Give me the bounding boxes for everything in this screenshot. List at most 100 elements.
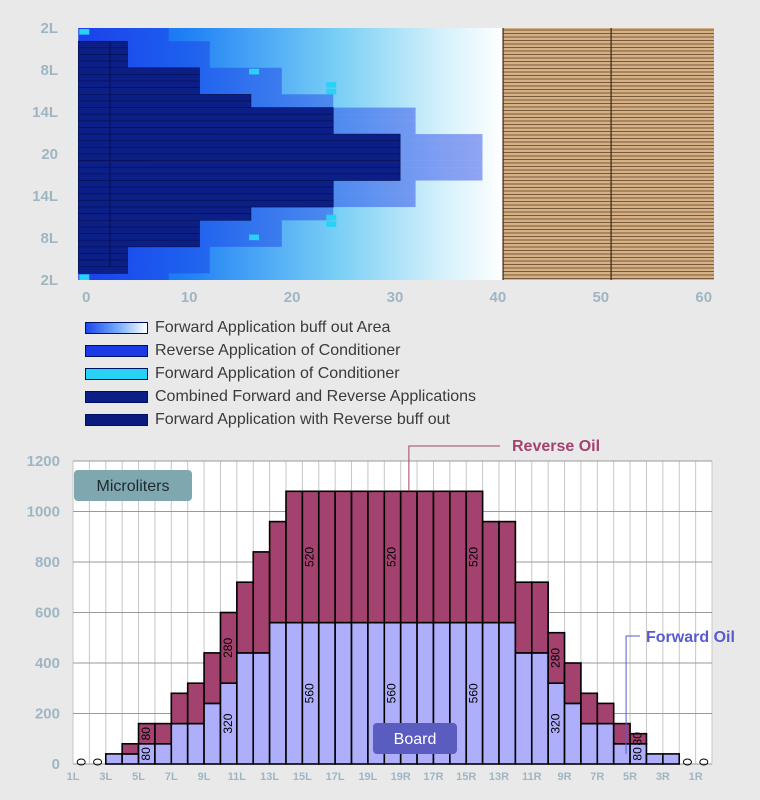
combined-application-row	[77, 140, 401, 148]
reverse-oil-bar	[514, 581, 533, 654]
zero-marker	[699, 758, 709, 766]
legend-swatch	[85, 344, 148, 357]
combined-application-row	[77, 180, 334, 188]
x-tick-label: 19R	[391, 771, 411, 783]
combined-application-row	[77, 233, 200, 241]
reverse-conditioner-band	[78, 260, 210, 267]
bar-data-label: 80	[139, 727, 153, 741]
reverse-conditioner-band	[78, 41, 210, 48]
x-tick-label: 60	[695, 289, 712, 306]
y-tick-label: 8L	[40, 62, 58, 79]
reverse-oil-pointer-line	[408, 445, 500, 492]
combined-application-row	[77, 200, 334, 208]
reverse-oil-bar	[285, 490, 304, 624]
forward-oil-bar	[514, 652, 533, 765]
forward-oil-bar	[170, 722, 189, 765]
forward-oil-bar	[449, 621, 468, 765]
combined-application-row	[77, 186, 334, 195]
reverse-oil-bar	[236, 581, 255, 654]
x-tick-label: 17L	[326, 771, 345, 783]
x-tick-label: 0	[82, 289, 90, 306]
bar-data-label: 520	[467, 547, 481, 567]
combined-application-row	[77, 206, 252, 214]
forward-oil-bar	[432, 621, 451, 765]
bar-annotations: Reverse Oil Forward Oil	[408, 438, 735, 754]
reverse-oil-bar	[121, 742, 140, 755]
forward-oil-annotation: Forward Oil	[646, 629, 735, 646]
zero-marker	[682, 758, 692, 766]
reverse-oil-bar	[432, 490, 451, 624]
y-tick-label: 2L	[40, 272, 58, 289]
bar-data-label: 80	[630, 747, 644, 761]
forward-oil-bar	[465, 621, 484, 765]
combined-application-row	[77, 266, 128, 274]
bar-data-label: 320	[549, 713, 563, 733]
legend-label: Forward Application buff out Area	[155, 318, 391, 336]
x-axis-title: Board	[394, 731, 437, 748]
y-tick-label: 600	[35, 605, 60, 622]
combined-application-row	[77, 100, 252, 108]
reverse-oil-bar	[367, 490, 386, 624]
bar-data-label: 280	[549, 648, 563, 668]
legend-label: Combined Forward and Reverse Application…	[155, 387, 477, 405]
legend-label: Reverse Application of Conditioner	[155, 341, 401, 359]
x-tick-label: 19L	[358, 771, 377, 783]
x-tick-label: 40	[490, 289, 507, 306]
legend-swatch	[85, 390, 148, 403]
y-tick-label: 2L	[40, 20, 58, 37]
forward-oil-bar	[580, 722, 599, 765]
heatmap-x-tick-labels: 0 10 20 30 40 50 60	[82, 289, 712, 306]
heatmap-y-tick-labels: 2L 8L 14L 20 14L 8L 2L	[32, 20, 58, 289]
application-heatmap-chart: 2L 8L 14L 20 14L 8L 2L 0 10 20 30 40 50 60	[32, 20, 714, 306]
bar-data-label: 560	[385, 683, 399, 703]
forward-oil-bar	[563, 702, 582, 765]
bar-data-label: 80	[139, 747, 153, 761]
reverse-conditioner-band	[78, 54, 210, 62]
forward-conditioner-mark	[249, 234, 260, 241]
forward-oil-bar	[645, 753, 664, 765]
forward-conditioner-mark	[249, 68, 260, 75]
y-tick-label: 20	[41, 146, 58, 163]
forward-oil-bar	[137, 742, 156, 765]
reverse-oil-bar	[563, 662, 582, 705]
legend-item: Forward Application with Reverse buff ou…	[85, 408, 476, 431]
reverse-conditioner-band	[78, 61, 210, 68]
y-tick-label: 14L	[32, 104, 58, 121]
reverse-oil-bar	[186, 682, 205, 725]
x-tick-label: 30	[387, 289, 404, 306]
reverse-oil-bar	[154, 722, 173, 745]
combined-application-row	[77, 87, 200, 95]
legend-swatch-gradient	[85, 321, 148, 334]
combined-application-row	[77, 120, 334, 128]
chart-title: Microliters	[97, 478, 170, 495]
y-tick-label: 1000	[27, 504, 60, 521]
heatmap-legend: Forward Application buff out Area Revers…	[85, 316, 476, 431]
forward-oil-bar	[301, 621, 320, 765]
reverse-conditioner-band	[78, 34, 169, 42]
forward-oil-bar	[596, 722, 615, 765]
combined-application-row	[77, 127, 334, 135]
combined-application-row	[77, 239, 200, 248]
bar-data-label: 320	[221, 713, 235, 733]
forward-oil-bar	[416, 621, 435, 765]
combined-application-row	[77, 107, 334, 115]
legend-item: Reverse Application of Conditioner	[85, 339, 476, 362]
reverse-oil-bar	[399, 490, 418, 624]
reverse-oil-bar	[268, 520, 287, 624]
x-tick-label: 17R	[423, 771, 443, 783]
bar-data-label: 560	[303, 683, 317, 703]
combined-application-row	[77, 226, 200, 234]
x-tick-label: 11R	[522, 771, 542, 783]
reverse-oil-bar	[203, 652, 222, 705]
combined-application-row	[77, 47, 128, 55]
reverse-oil-annotation: Reverse Oil	[512, 438, 600, 455]
legend-item: Combined Forward and Reverse Application…	[85, 385, 476, 408]
forward-conditioner-mark	[79, 274, 90, 280]
legend-item: Forward Application of Conditioner	[85, 362, 476, 385]
forward-conditioner-mark	[326, 221, 337, 227]
x-tick-label: 3R	[656, 771, 670, 783]
reverse-conditioner-band	[78, 253, 210, 261]
bar-data-label: 560	[467, 683, 481, 703]
combined-application-row	[77, 74, 200, 82]
reverse-oil-bar	[252, 551, 271, 654]
